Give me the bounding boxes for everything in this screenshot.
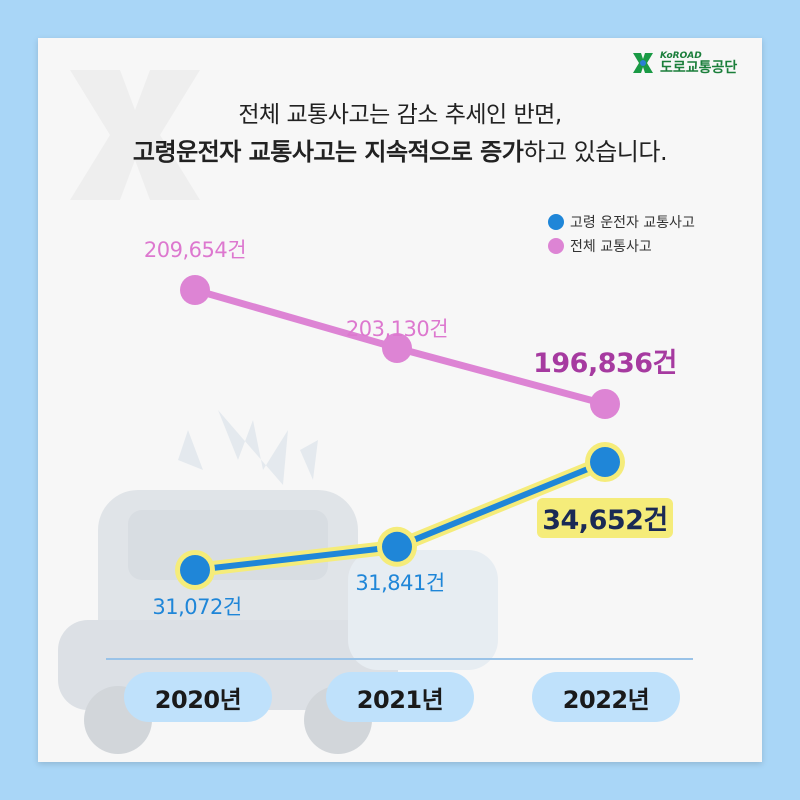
x-tick-2020: 2020년 (124, 672, 272, 722)
headline-line-2-rest: 하고 있습니다. (523, 138, 668, 166)
elder-point-2022년 (590, 447, 620, 477)
x-tick-2021: 2021년 (326, 672, 474, 722)
elder-point-2021년 (382, 531, 412, 562)
koroad-logo: KoROAD 도로교통공단 (630, 48, 760, 78)
total-point-2022년 (590, 389, 620, 419)
legend-label-total: 전체 교통사고 (570, 239, 652, 255)
headline-line-2-bold: 고령운전자 교통사고는 지속적으로 증가 (132, 138, 524, 166)
koroad-logo-icon (633, 53, 653, 73)
total-label-2020: 209,654건 (144, 238, 246, 262)
total-label-2022: 196,836건 (533, 348, 677, 379)
total-point-2020년 (180, 275, 210, 305)
legend-dot-total (548, 238, 564, 254)
legend-item-total: 전체 교통사고 (548, 234, 695, 258)
elder-label-2022: 34,652건 (542, 505, 668, 536)
elder-point-2020년 (180, 555, 210, 585)
decorative-x-mark (70, 70, 200, 200)
legend-item-elder: 고령 운전자 교통사고 (548, 210, 695, 234)
logo-sub-text: KoROAD (660, 50, 702, 61)
legend-label-elder: 고령 운전자 교통사고 (570, 215, 695, 231)
headline-line-2: 고령운전자 교통사고는 지속적으로 증가하고 있습니다. (0, 132, 800, 167)
total-point-2021년 (382, 333, 412, 364)
elder-label-2021: 31,841건 (355, 571, 444, 595)
x-tick-2022: 2022년 (532, 672, 680, 722)
headline-line-1: 전체 교통사고는 감소 추세인 반면, (238, 102, 562, 128)
logo-main-text: 도로교통공단 (660, 59, 738, 76)
legend-dot-elder (548, 214, 564, 230)
elder-label-2022-highlight (537, 498, 673, 538)
total-label-2021: 203,130건 (346, 317, 448, 341)
elder-label-2020: 31,072건 (152, 595, 241, 619)
chart-legend: 고령 운전자 교통사고 전체 교통사고 (548, 210, 695, 258)
